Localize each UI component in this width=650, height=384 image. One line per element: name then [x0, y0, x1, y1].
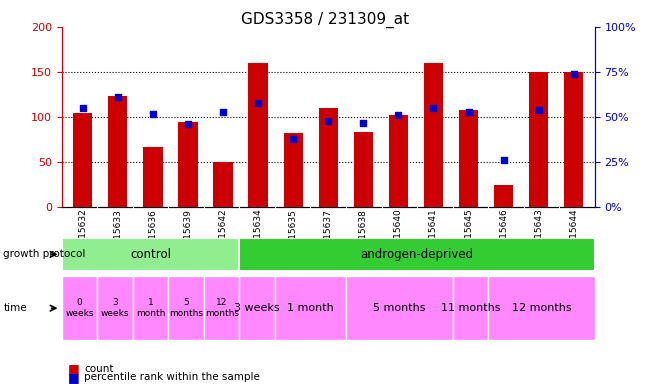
Bar	[248, 63, 268, 207]
Point	[183, 121, 193, 127]
Text: 5
months: 5 months	[169, 298, 203, 318]
Text: 5 months: 5 months	[373, 303, 426, 313]
Bar	[98, 276, 133, 340]
Bar	[108, 96, 127, 207]
Point	[569, 71, 579, 77]
Bar	[62, 238, 239, 271]
Bar	[62, 276, 98, 340]
Bar	[239, 238, 595, 271]
Point	[148, 111, 158, 117]
Bar	[168, 276, 204, 340]
Text: 3
weeks: 3 weeks	[101, 298, 129, 318]
Point	[323, 118, 333, 124]
Bar	[143, 147, 162, 207]
Text: 11 months: 11 months	[441, 303, 500, 313]
Text: percentile rank within the sample: percentile rank within the sample	[84, 372, 261, 382]
Point	[288, 136, 298, 142]
Point	[218, 109, 228, 115]
Point	[358, 119, 369, 126]
Text: count: count	[84, 364, 114, 374]
Bar	[354, 132, 373, 207]
Bar	[424, 63, 443, 207]
Text: control: control	[130, 248, 171, 261]
Bar	[318, 108, 338, 207]
Bar	[283, 133, 303, 207]
Bar	[346, 276, 452, 340]
Bar	[213, 162, 233, 207]
Point	[534, 107, 544, 113]
Bar	[452, 276, 488, 340]
Bar	[275, 276, 346, 340]
Bar	[459, 110, 478, 207]
Point	[499, 157, 509, 164]
Text: time: time	[3, 303, 27, 313]
Bar	[239, 276, 275, 340]
Text: 1 month: 1 month	[287, 303, 334, 313]
Bar	[178, 122, 198, 207]
Point	[253, 99, 263, 106]
Text: 3 weeks: 3 weeks	[235, 303, 280, 313]
Text: 0
weeks: 0 weeks	[65, 298, 94, 318]
Point	[393, 112, 404, 118]
Bar	[488, 276, 595, 340]
Text: GDS3358 / 231309_at: GDS3358 / 231309_at	[241, 12, 409, 28]
Bar	[529, 72, 549, 207]
Text: androgen-deprived: androgen-deprived	[361, 248, 474, 261]
Text: growth protocol: growth protocol	[3, 249, 86, 260]
Point	[428, 105, 439, 111]
Bar	[204, 276, 239, 340]
Bar	[73, 113, 92, 207]
Point	[77, 105, 88, 111]
Bar	[389, 115, 408, 207]
Bar	[494, 185, 514, 207]
Point	[463, 109, 474, 115]
Text: 12 months: 12 months	[512, 303, 571, 313]
Bar	[133, 276, 168, 340]
Text: ■: ■	[68, 371, 80, 384]
Text: ■: ■	[68, 362, 80, 375]
Bar	[564, 72, 583, 207]
Text: 12
months: 12 months	[205, 298, 239, 318]
Point	[112, 94, 123, 100]
Text: 1
month: 1 month	[136, 298, 165, 318]
